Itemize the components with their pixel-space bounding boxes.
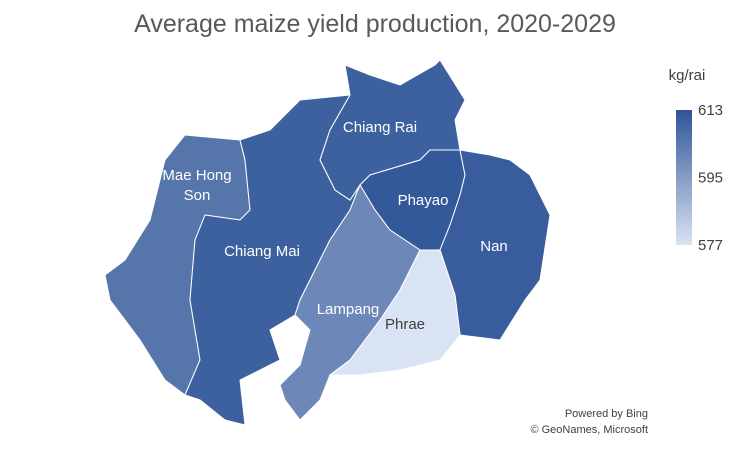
region-label: Mae Hong Son bbox=[162, 167, 232, 204]
region-label: Chiang Rai bbox=[342, 119, 418, 136]
chart-title: Average maize yield production, 2020-202… bbox=[134, 10, 616, 38]
region-label: Chiang Mai bbox=[224, 243, 300, 260]
legend-title: kg/rai bbox=[669, 67, 706, 84]
region bbox=[328, 249, 461, 376]
legend-tick-label: 595 bbox=[698, 170, 723, 187]
region-label: Lampang bbox=[316, 301, 380, 318]
credit: Powered by Bing bbox=[565, 408, 648, 420]
region-label: Phayao bbox=[397, 192, 449, 209]
color-bar bbox=[676, 110, 692, 245]
credit: © GeoNames, Microsoft bbox=[530, 424, 648, 436]
legend-tick-label: 577 bbox=[698, 237, 723, 254]
region bbox=[439, 149, 551, 341]
region-label: Nan bbox=[480, 238, 508, 255]
region-label: Phrae bbox=[384, 316, 426, 333]
legend-tick-label: 613 bbox=[698, 102, 723, 119]
